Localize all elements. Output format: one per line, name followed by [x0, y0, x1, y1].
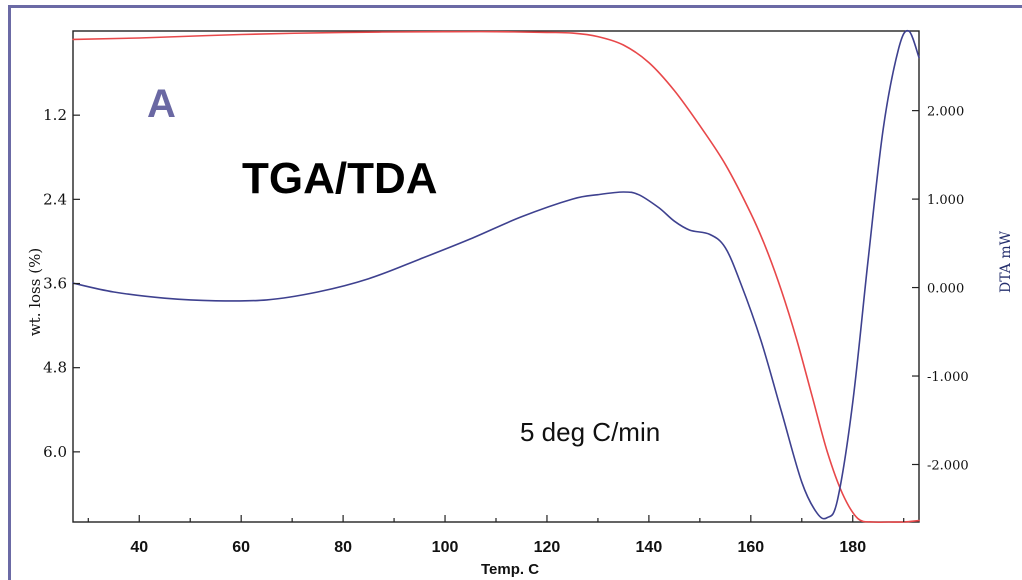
x-tick-label: 100: [432, 539, 459, 556]
y2-axis-title: DTA mW: [998, 230, 1014, 293]
x-tick-label: 160: [737, 539, 764, 556]
x-tick-label: 40: [130, 539, 148, 556]
y-tick-label: 6.0: [43, 443, 67, 461]
x-tick-label: 140: [636, 539, 663, 556]
y-tick-label: 1.2: [43, 106, 67, 124]
heating-rate-annotation: 5 deg C/min: [520, 417, 660, 447]
y2-tick-label: 2.000: [927, 105, 964, 120]
x-tick-label: 120: [534, 539, 561, 556]
y-tick-label: 2.4: [43, 190, 67, 208]
y-tick-label: 4.8: [43, 359, 67, 377]
panel-label: A: [147, 82, 176, 126]
y2-tick-label: -2.000: [927, 458, 969, 473]
frame-left-border: [8, 5, 11, 580]
x-tick-label: 60: [232, 539, 250, 556]
series-layer: [72, 29, 920, 524]
ticks-layer: 40 60 80 100 120 140 160 180 1.2 2.4 3.6 4.8 6.0 2.00…: [43, 105, 968, 556]
frame-top-border: [8, 5, 1022, 8]
x-axis-title: Temp. C: [481, 561, 539, 578]
x-tick-label: 180: [839, 539, 866, 556]
tga-series-line: [72, 30, 920, 524]
y2-tick-label: 0.000: [927, 282, 964, 297]
dta-series-line: [72, 29, 920, 520]
y2-tick-label: -1.000: [927, 370, 969, 385]
y2-tick-label: 1.000: [927, 193, 964, 208]
x-tick-label: 80: [334, 539, 352, 556]
y-tick-label: 3.6: [43, 275, 67, 293]
chart-title: TGA/TDA: [242, 154, 438, 203]
y-axis-title: wt. loss (%): [26, 248, 44, 336]
